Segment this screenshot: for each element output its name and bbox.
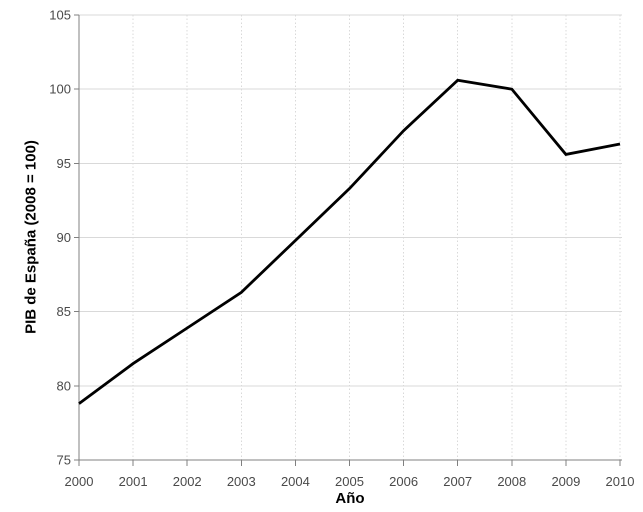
x-tick-label: 2008 <box>497 474 526 489</box>
x-tick-label: 2010 <box>606 474 635 489</box>
x-axis-title: Año <box>335 490 365 507</box>
x-tick-label: 2004 <box>281 474 310 489</box>
y-tick-label: 75 <box>57 453 71 468</box>
x-tick-label: 2007 <box>443 474 472 489</box>
data-line <box>78 78 621 405</box>
x-tick-label: 2009 <box>551 474 580 489</box>
y-tick-label: 80 <box>57 378 71 393</box>
x-tick-label: 2003 <box>227 474 256 489</box>
y-axis-title: PIB de España (2008 = 100) <box>22 140 40 334</box>
x-tick-label: 2006 <box>389 474 418 489</box>
y-tick-label: 100 <box>49 82 71 97</box>
x-tick-label: 2002 <box>173 474 202 489</box>
y-tick-label: 90 <box>57 230 71 245</box>
y-tick-label: 85 <box>57 304 71 319</box>
x-tick-label: 2000 <box>65 474 94 489</box>
y-tick-label: 105 <box>49 8 71 23</box>
y-tick-label: 95 <box>57 156 71 171</box>
x-tick-label: 2005 <box>335 474 364 489</box>
x-tick-label: 2001 <box>119 474 148 489</box>
